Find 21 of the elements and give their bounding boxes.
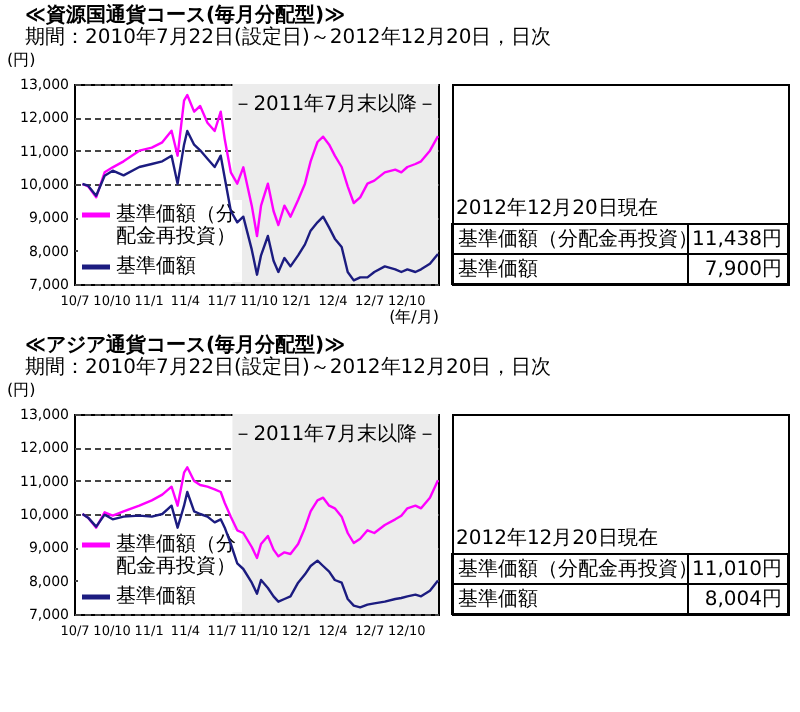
text: 2012年12月20日現在 [456, 196, 658, 220]
chart-title: ≪資源国通貨コース(毎月分配型)≫ [25, 3, 346, 27]
legend-label: 基準価額 [116, 254, 196, 278]
band-label: －2011年7月末以降－ [233, 422, 438, 446]
text: 8,004円 [704, 589, 782, 611]
chart-subtitle: 期間：2010年7月22日(設定日)～2012年12月20日，日次 [25, 355, 552, 379]
line-series [81, 490, 440, 609]
text: 11,438円 [692, 229, 782, 251]
legend-label: 基準価額 [116, 584, 196, 608]
chart-title: ≪アジア通貨コース(毎月分配型)≫ [25, 333, 346, 357]
text: 7,900円 [704, 259, 782, 281]
line-series [81, 129, 440, 282]
x-axis-title: (年/月) [389, 308, 439, 326]
band-label: －2011年7月末以降－ [233, 92, 438, 116]
y-axis-title: (円) [7, 381, 36, 399]
text: 基準価額 [458, 257, 538, 281]
text: 基準価額 [458, 587, 538, 611]
text: 2012年12月20日現在 [456, 526, 658, 550]
text: 11,010円 [692, 559, 782, 581]
y-axis-title: (円) [7, 51, 36, 69]
chart-subtitle: 期間：2010年7月22日(設定日)～2012年12月20日，日次 [25, 25, 552, 49]
